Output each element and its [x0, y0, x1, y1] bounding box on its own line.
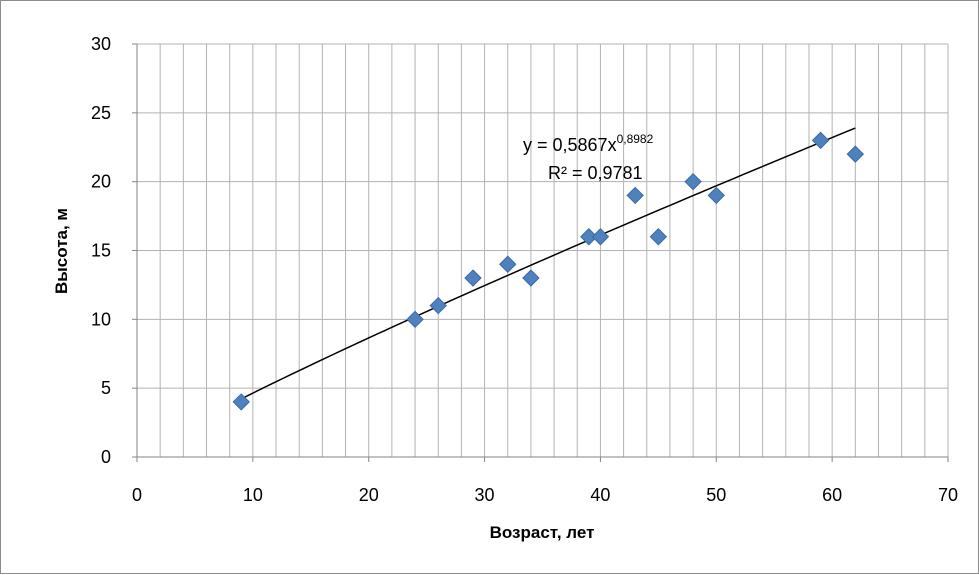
labels: y = 0,5867x0,8982 R² = 0,9781 Возраст, л… [52, 132, 654, 542]
data-point [846, 145, 865, 163]
grid [137, 43, 949, 457]
data-point [464, 269, 482, 287]
x-tick-label: 20 [359, 485, 379, 505]
y-tick-label: 0 [101, 447, 111, 467]
x-tick-label: 60 [822, 485, 842, 505]
data-point [707, 186, 725, 205]
x-tick-label: 50 [706, 485, 726, 505]
axes [132, 43, 949, 462]
data-point [522, 269, 540, 287]
x-tick-label: 0 [132, 485, 142, 505]
y-tick-label: 10 [91, 309, 111, 329]
trendline-r-squared: R² = 0,9781 [548, 163, 643, 183]
data-point [684, 172, 702, 191]
data-point [811, 131, 830, 150]
x-tick-label: 70 [938, 485, 958, 505]
y-tick-label: 20 [91, 172, 111, 192]
y-tick-label: 15 [91, 241, 111, 261]
y-axis-title: Высота, м [52, 208, 71, 294]
tick-labels: 0 10 20 30 40 50 60 70 0 5 10 15 20 25 30 [91, 34, 958, 505]
trendline-equation-base: y = 0,5867x [523, 135, 617, 155]
data-point [626, 186, 644, 205]
data-point [649, 228, 668, 246]
trendline-equation-exponent: 0,8982 [617, 132, 654, 146]
data-point [406, 310, 424, 329]
trendline-equation: y = 0,5867x0,8982 [523, 132, 654, 155]
trendline [240, 127, 856, 400]
data-point [429, 296, 447, 315]
y-tick-label: 25 [91, 103, 111, 123]
data-points [232, 131, 865, 411]
y-tick-label: 30 [91, 34, 111, 54]
x-tick-label: 30 [475, 485, 495, 505]
y-tick-label: 5 [101, 378, 111, 398]
x-tick-label: 10 [243, 485, 263, 505]
x-tick-label: 40 [590, 485, 610, 505]
trendline-path [240, 127, 856, 400]
data-point [591, 228, 610, 246]
data-point [499, 255, 517, 273]
data-point [232, 393, 250, 411]
data-point [580, 228, 598, 246]
x-axis-title: Возраст, лет [490, 523, 595, 542]
